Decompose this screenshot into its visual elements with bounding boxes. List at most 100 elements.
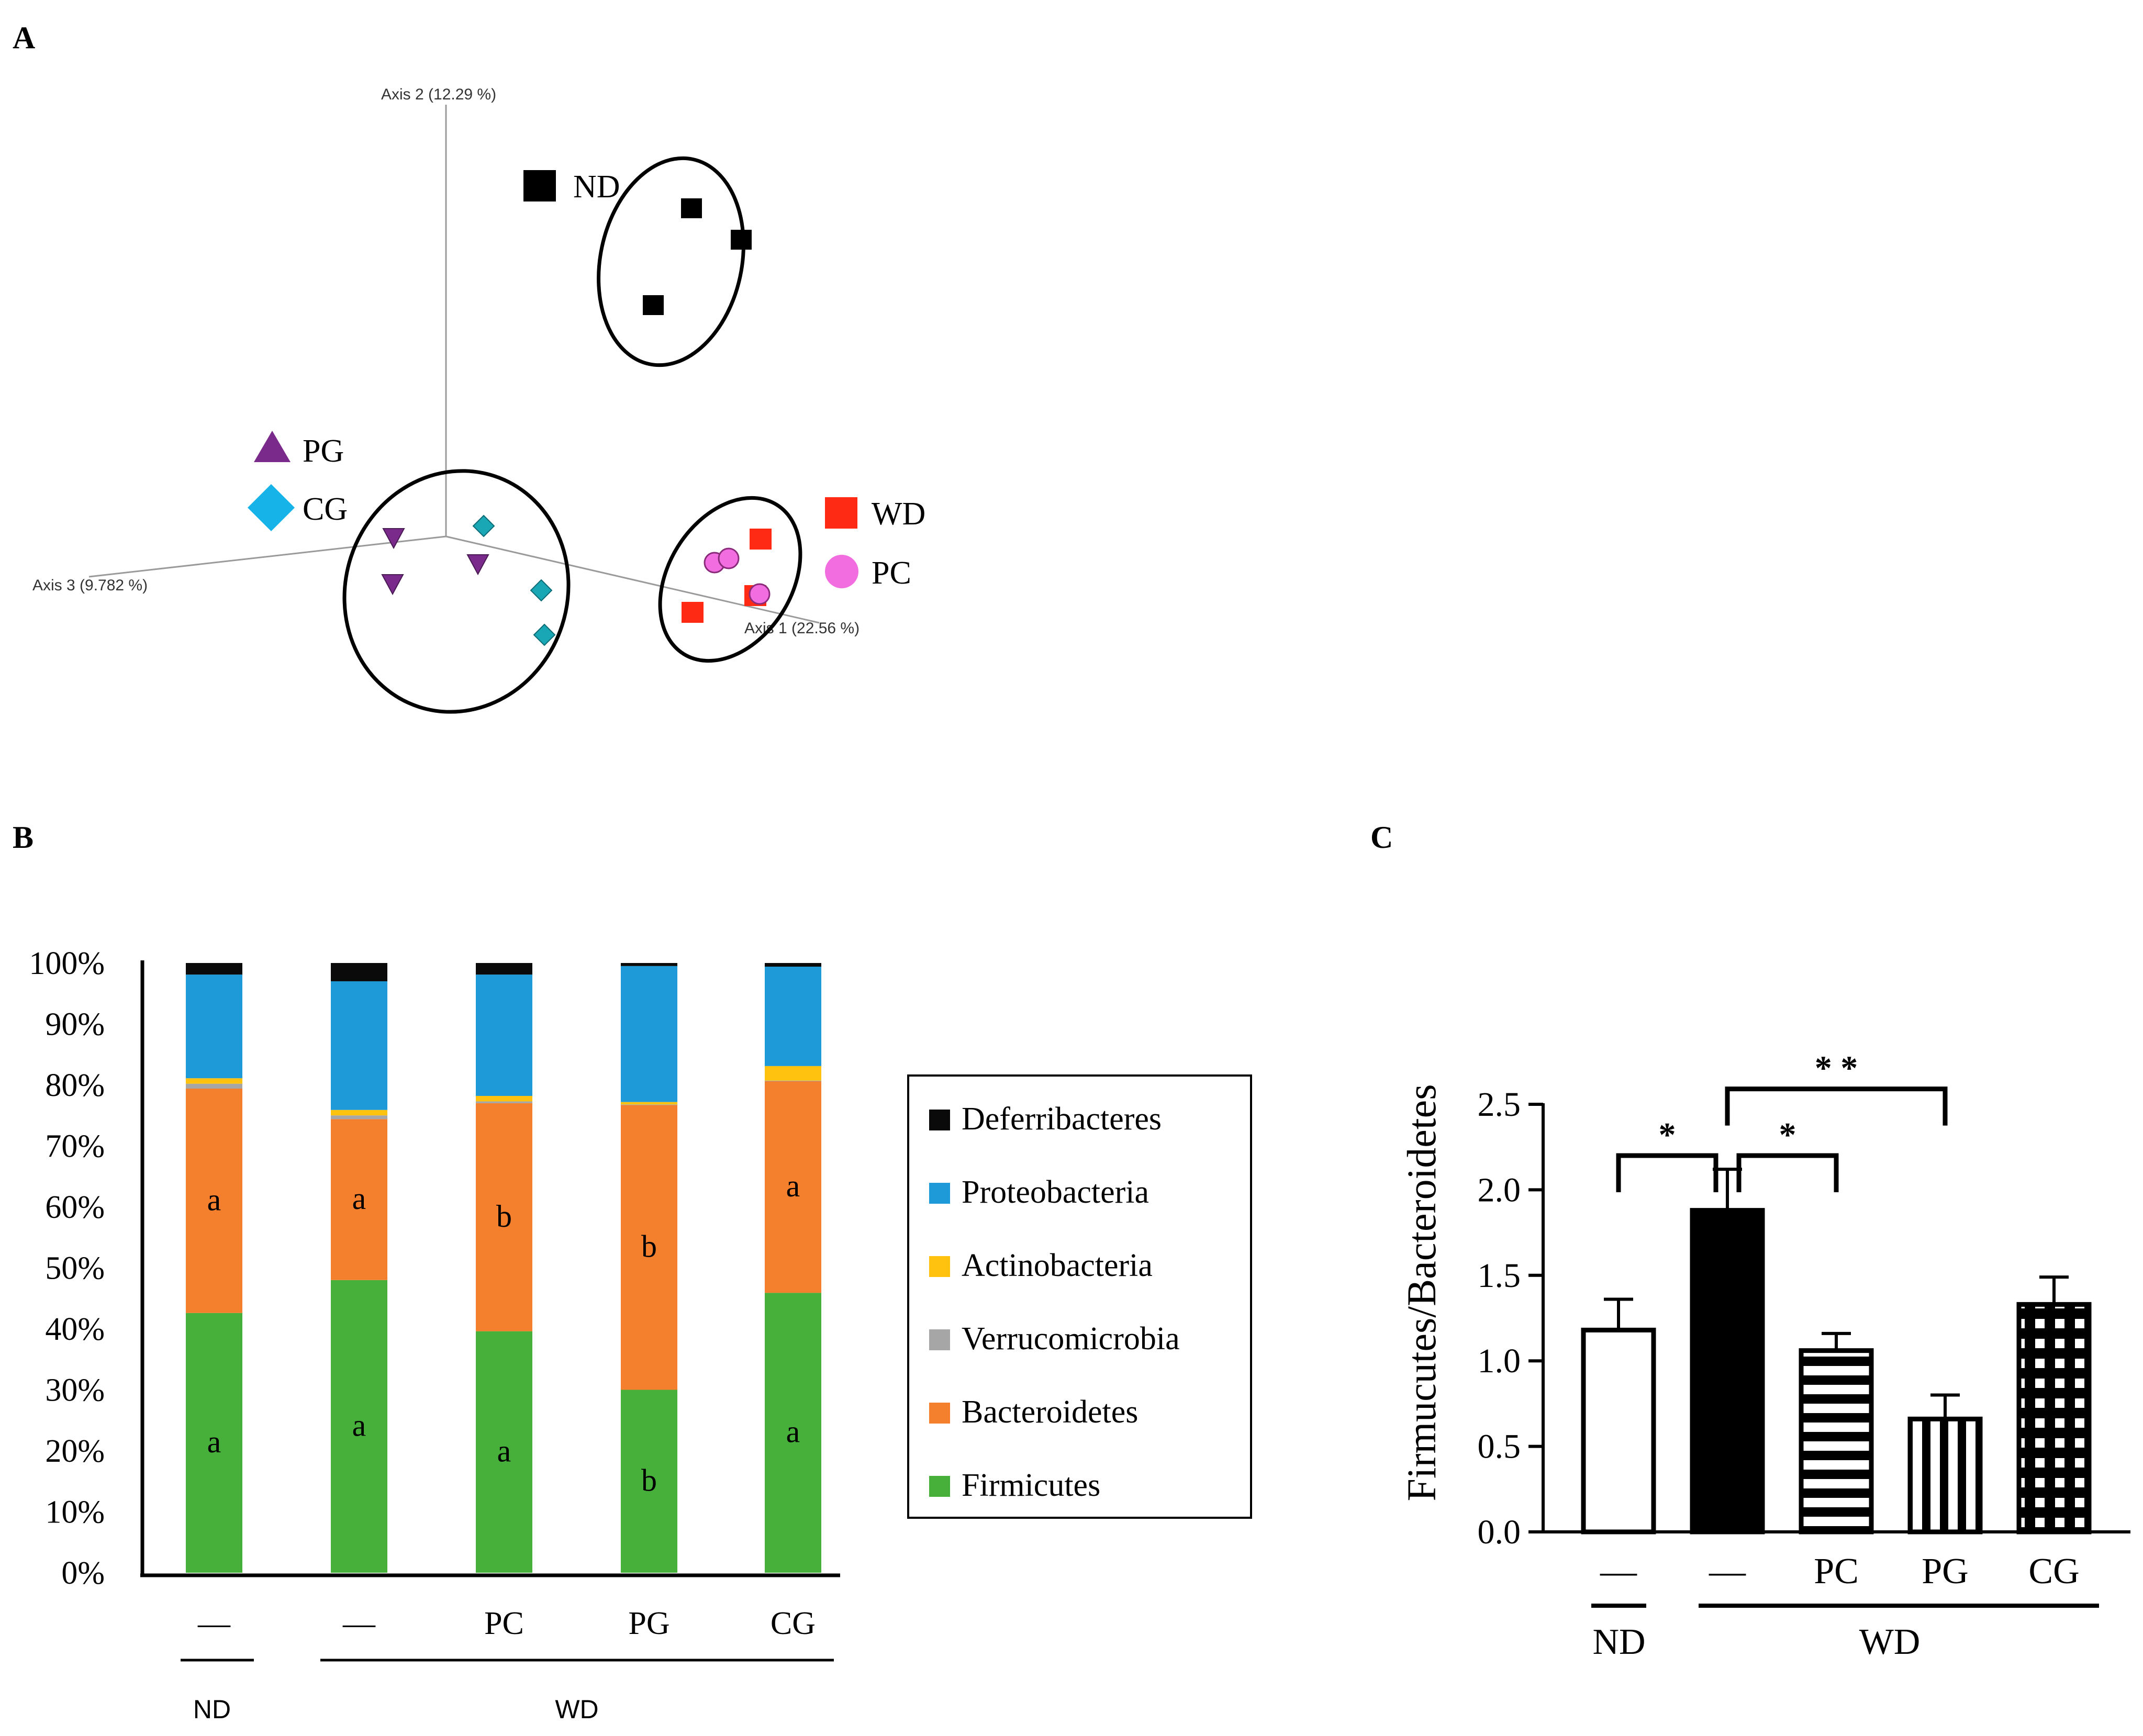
stacked-segment-proteobacteria	[621, 966, 677, 1102]
stacked-segment-proteobacteria	[331, 981, 387, 1110]
stacked-segment-actinobacteria	[331, 1110, 387, 1116]
stacked-y-tick-label: 50%	[45, 1251, 105, 1286]
segment-significance-letter: a	[352, 1181, 366, 1216]
ratio-y-tick-label: 0.5	[1478, 1428, 1521, 1466]
legend-a-pg-label: PG	[303, 433, 344, 469]
panel-b: B 0%10%20%30%40%50%60%70%80%90%100% aaaa…	[13, 820, 1252, 1724]
stacked-segment-deferribacteres	[621, 963, 677, 966]
stacked-segment-verrucomicrobia	[476, 1101, 532, 1103]
stacked-segment-actinobacteria	[621, 1102, 677, 1105]
segment-significance-letter: a	[207, 1182, 221, 1217]
stacked-y-tick-label: 10%	[45, 1495, 105, 1530]
point-pc	[749, 583, 771, 605]
axis1-label: Axis 1 (22.56 %)	[744, 620, 860, 637]
stacked-segment-bacteroidetes	[476, 1103, 532, 1331]
ratio-y-tick-label: 1.0	[1478, 1342, 1521, 1380]
ratio-y-tick-label: 1.5	[1478, 1257, 1521, 1295]
stacked-y-tick-label: 80%	[45, 1068, 105, 1103]
point-cg	[530, 579, 553, 602]
point-nd	[731, 230, 752, 250]
stacked-legend-swatch	[929, 1256, 950, 1277]
segment-significance-letter: a	[352, 1408, 366, 1442]
ratio-x-category-label: PG	[1922, 1551, 1968, 1592]
group-label-wd-b: WD	[555, 1695, 598, 1724]
ratio-y-axis-label: Firmucutes/Bacteroidetes	[1399, 1084, 1444, 1501]
segment-significance-letter: a	[786, 1169, 800, 1203]
legend-a-wd-marker	[825, 497, 857, 529]
ratio-bar	[1581, 1327, 1656, 1535]
axis3-label: Axis 3 (9.782 %)	[32, 577, 148, 594]
segment-significance-letter: a	[786, 1415, 800, 1449]
point-pg	[381, 574, 404, 596]
segment-significance-letter: a	[497, 1433, 511, 1468]
stacked-y-tick-label: 100%	[29, 946, 105, 981]
significance-bracket	[1736, 1153, 1839, 1193]
stacked-legend-label: Bacteroidetes	[962, 1394, 1138, 1430]
significance-marker: *	[1779, 1116, 1796, 1154]
stacked-segment-bacteroidetes	[765, 1081, 821, 1293]
stacked-segment-deferribacteres	[331, 963, 387, 981]
stacked-segment-deferribacteres	[765, 963, 821, 967]
group-label-nd-c: ND	[1592, 1622, 1645, 1662]
legend-a-pc-label: PC	[872, 555, 911, 591]
stacked-y-tick-label: 20%	[45, 1433, 105, 1469]
stacked-segment-deferribacteres	[186, 963, 242, 975]
ratio-y-tick-label: 2.0	[1478, 1171, 1521, 1209]
stacked-segment-verrucomicrobia	[186, 1083, 242, 1089]
panel-label-c: C	[1370, 820, 1393, 855]
stacked-legend-swatch	[929, 1403, 950, 1424]
legend-a-pc-marker	[825, 555, 858, 588]
ratio-y-ticks: 0.0 0.5 1.0 1.5 2.0 2.5	[1478, 1085, 1543, 1551]
point-cg	[472, 514, 495, 537]
ratio-x-category-label: —	[1709, 1551, 1746, 1592]
significance-bracket	[1616, 1153, 1718, 1193]
legend-a-cg-label: CG	[303, 491, 348, 527]
ratio-bar	[1690, 1208, 1765, 1535]
legend-a-cg-marker	[248, 484, 295, 531]
stacked-segment-bacteroidetes	[621, 1105, 677, 1390]
cluster-ellipse-wd-pc	[658, 496, 802, 663]
stacked-segment-verrucomicrobia	[331, 1115, 387, 1119]
point-pg	[382, 528, 405, 550]
point-pc	[718, 547, 740, 569]
panel-label-b: B	[13, 820, 34, 855]
ratio-bars	[1581, 1168, 2092, 1535]
stacked-y-ticks: 0% 10% 20% 30% 40% 50% 60% 70% 80% 90% 100%	[29, 946, 105, 1591]
stacked-legend-swatch	[929, 1183, 950, 1204]
segment-significance-letter: a	[207, 1425, 221, 1459]
stacked-y-tick-label: 30%	[45, 1373, 105, 1408]
stacked-x-category-label: CG	[771, 1606, 816, 1641]
stacked-legend-label: Proteobacteria	[962, 1174, 1149, 1210]
significance-bracket	[1725, 1087, 1948, 1126]
significance-brackets: * * * *	[1616, 1049, 1948, 1193]
stacked-legend-swatch	[929, 1476, 950, 1497]
stacked-legend-label: Verrucomicrobia	[962, 1321, 1180, 1357]
stacked-y-tick-label: 40%	[45, 1312, 105, 1347]
point-wd	[682, 602, 704, 623]
stacked-x-category-label: —	[197, 1606, 231, 1641]
stacked-segment-firmicutes	[765, 1293, 821, 1573]
cluster-ellipse-pg-cg	[342, 469, 571, 714]
stacked-segment-firmicutes	[186, 1313, 242, 1573]
point-pg	[466, 554, 489, 576]
ratio-bar	[2016, 1302, 2092, 1535]
significance-marker: * *	[1815, 1049, 1858, 1088]
point-cg	[533, 623, 556, 646]
ratio-y-tick-label: 2.5	[1478, 1085, 1521, 1124]
stacked-segment-firmicutes	[476, 1331, 532, 1573]
point-wd	[750, 529, 772, 550]
significance-marker: *	[1659, 1116, 1676, 1154]
axis2-label: Axis 2 (12.29 %)	[381, 86, 496, 103]
stacked-y-tick-label: 90%	[45, 1007, 105, 1043]
ratio-x-category-label: PC	[1814, 1551, 1859, 1592]
panel-a: A Axis 2 (12.29 %) Axis 3 (9.782 %) Axis…	[13, 20, 925, 714]
ratio-bar	[1907, 1416, 1983, 1535]
ratio-x-category-label: CG	[2028, 1551, 2079, 1592]
stacked-segment-firmicutes	[621, 1390, 677, 1573]
ratio-bar	[1799, 1348, 1874, 1535]
stacked-segment-deferribacteres	[476, 963, 532, 975]
stacked-segment-proteobacteria	[476, 975, 532, 1096]
group-label-nd-b: ND	[193, 1695, 231, 1724]
group-label-wd-c: WD	[1859, 1622, 1921, 1662]
